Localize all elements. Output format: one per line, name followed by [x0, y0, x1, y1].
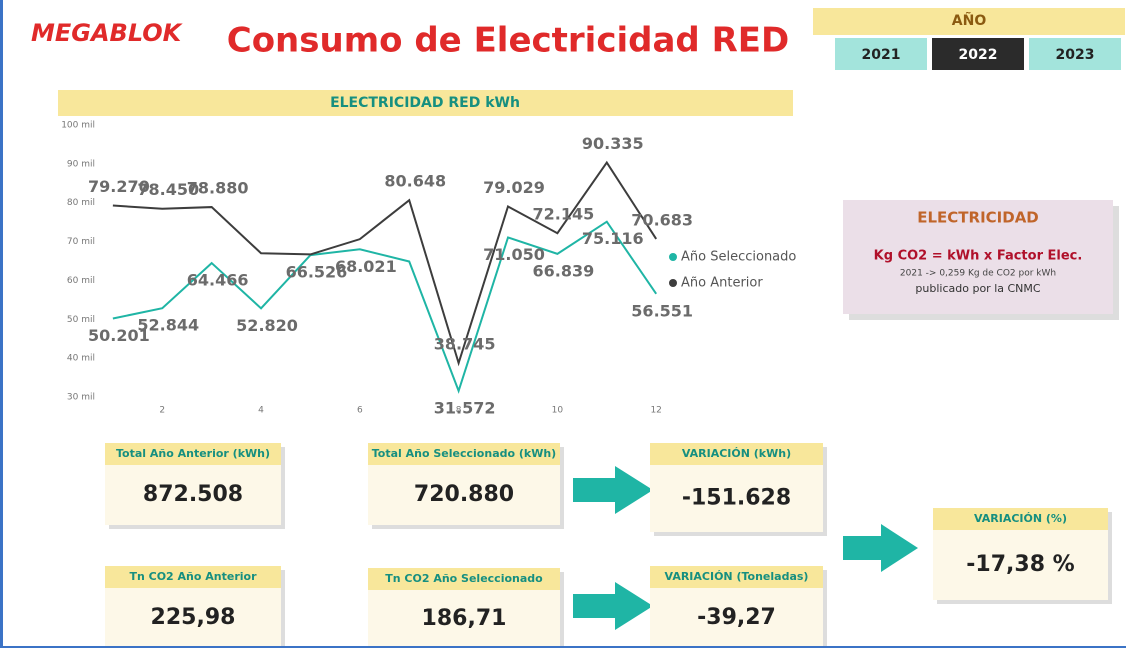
data-label: 52.820 [236, 316, 298, 335]
info-formula: Kg CO2 = kWh x Factor Elec. [874, 249, 1083, 264]
data-label: 56.551 [631, 301, 693, 320]
canvas: MEGABLOK Consumo de Electricidad RED AÑO… [31, 8, 1125, 646]
y-tick-label: 40 mil [67, 354, 95, 364]
data-label: 80.648 [384, 172, 446, 191]
kpi-value: -17,38 % [966, 552, 1074, 577]
y-tick-label: 100 mil [61, 121, 95, 131]
kpi-value: -39,27 [697, 605, 776, 630]
y-tick-label: 60 mil [67, 276, 95, 286]
x-tick-label: 12 [650, 406, 661, 416]
y-tick-label: 50 mil [67, 315, 95, 325]
x-tick-label: 2 [159, 406, 165, 416]
chart-header [58, 90, 793, 116]
data-label: 31.572 [434, 398, 496, 417]
x-tick-label: 6 [357, 406, 363, 416]
data-label: 70.683 [631, 210, 693, 229]
data-label: 66.526 [286, 263, 348, 282]
kpi-value: 872.508 [143, 482, 243, 507]
info-box [843, 200, 1113, 314]
arrow [573, 582, 653, 630]
x-tick-label: 8 [456, 406, 462, 416]
kpi-header [105, 443, 281, 465]
data-label: 78.450 [137, 180, 199, 199]
data-label: 79.270 [88, 177, 150, 196]
chart-title: ELECTRICIDAD RED kWh [330, 95, 520, 111]
slicer-header [813, 8, 1125, 35]
data-label: 68.021 [335, 257, 397, 276]
arrow [573, 466, 653, 514]
data-label: 64.466 [187, 271, 249, 290]
y-tick-label: 70 mil [67, 237, 95, 247]
info-source: publicado por la CNMC [915, 282, 1040, 295]
kpi-header [933, 508, 1108, 530]
data-label: 71.050 [483, 245, 545, 264]
data-label: 75.116 [582, 229, 644, 248]
year-button[interactable] [1029, 38, 1121, 70]
info-note: 2021 -> 0,259 Kg de CO2 por kWh [900, 269, 1056, 279]
kpi-header [368, 443, 560, 465]
data-label: 79.029 [483, 178, 545, 197]
kpi-label: VARIACIÓN (kWh) [682, 447, 791, 460]
legend-label: Año Seleccionado [681, 250, 796, 265]
slicer-title: AÑO [952, 12, 987, 29]
data-label: 50.201 [88, 326, 150, 345]
series-line [112, 160, 658, 367]
data-label: 38.745 [434, 335, 496, 354]
y-tick-label: 30 mil [67, 393, 95, 403]
kpi-label: Tn CO2 Año Seleccionado [385, 572, 543, 585]
kpi-header [650, 443, 823, 465]
legend-marker [669, 279, 677, 287]
data-label: 66.839 [533, 261, 595, 280]
year-label[interactable]: 2022 [959, 47, 998, 63]
x-tick-label: 10 [552, 406, 564, 416]
kpi-label: Total Año Anterior (kWh) [116, 447, 270, 460]
kpi-header [368, 568, 560, 590]
y-tick-label: 90 mil [67, 159, 95, 169]
year-label[interactable]: 2021 [862, 47, 901, 63]
y-tick-label: 80 mil [67, 198, 95, 208]
kpi-label: Total Año Seleccionado (kWh) [372, 447, 556, 460]
kpi-value: 186,71 [422, 606, 507, 631]
series-line [112, 220, 658, 394]
data-label: 78.880 [187, 179, 249, 198]
logo: MEGABLOK [31, 19, 184, 47]
kpi-value: 225,98 [151, 605, 236, 630]
kpi-label: Tn CO2 Año Anterior [129, 570, 257, 583]
data-label: 72.145 [533, 205, 595, 224]
legend-label: Año Anterior [681, 276, 763, 291]
kpi-label: VARIACIÓN (%) [974, 512, 1067, 525]
legend-marker [669, 253, 677, 261]
kpi-value: 720.880 [414, 482, 514, 507]
kpi-value: -151.628 [682, 486, 791, 511]
info-title: ELECTRICIDAD [917, 209, 1039, 227]
year-button[interactable] [932, 38, 1024, 70]
data-label: 52.844 [137, 316, 199, 335]
kpi-header [650, 566, 823, 588]
kpi-label: VARIACIÓN (Toneladas) [665, 570, 809, 583]
arrow [843, 524, 918, 572]
year-button[interactable] [835, 38, 927, 70]
page-title: Consumo de Electricidad RED [227, 21, 789, 61]
x-tick-label: 4 [258, 406, 264, 416]
data-label: 90.335 [582, 134, 644, 153]
year-label[interactable]: 2023 [1056, 47, 1095, 63]
kpi-header [105, 566, 281, 588]
